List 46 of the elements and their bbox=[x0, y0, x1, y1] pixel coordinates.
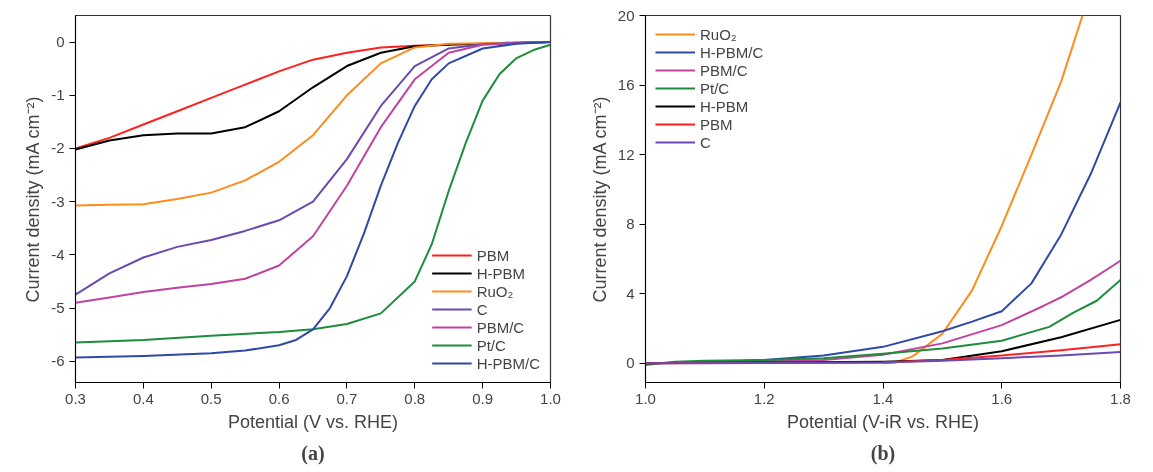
x-axis-title: Potential (V vs. RHE) bbox=[227, 411, 399, 432]
x-tick-label: 1.0 bbox=[540, 389, 561, 407]
x-tick-label: 1.6 bbox=[991, 389, 1013, 407]
x-tick-label: 0.3 bbox=[65, 389, 86, 407]
y-tick-label: -4 bbox=[51, 245, 65, 263]
x-tick-label: 1.8 bbox=[1110, 389, 1131, 407]
x-tick-label: 1.2 bbox=[753, 389, 775, 407]
x-tick-label: 1.4 bbox=[872, 389, 894, 407]
legend-label: PBM/C bbox=[700, 61, 748, 79]
x-axis-title: Potential (V-iR vs. RHE) bbox=[786, 411, 980, 432]
y-tick-label: -3 bbox=[51, 192, 65, 210]
x-tick-label: 0.6 bbox=[268, 389, 290, 407]
y-axis-title: Current density (mA cm⁻²) bbox=[23, 96, 44, 303]
legend-label: Pt/C bbox=[476, 336, 506, 354]
y-tick-label: 0 bbox=[56, 33, 65, 51]
legend-label: RuO₂ bbox=[476, 282, 514, 300]
y-tick-label: 8 bbox=[626, 215, 635, 233]
legend-label: PBM/C bbox=[476, 318, 525, 336]
legend-label: PBM bbox=[476, 246, 510, 264]
x-tick-label: 0.5 bbox=[200, 389, 222, 407]
x-tick-label: 0.8 bbox=[404, 389, 426, 407]
legend-label: C bbox=[476, 300, 489, 318]
text: (b) bbox=[870, 441, 896, 465]
x-tick-label: 0.7 bbox=[336, 389, 358, 407]
text: (a) bbox=[301, 441, 325, 465]
x-tick-label: 0.4 bbox=[132, 389, 154, 407]
y-tick-label: 4 bbox=[626, 284, 635, 302]
y-tick-label: -1 bbox=[51, 86, 65, 104]
legend-label: Pt/C bbox=[700, 79, 730, 97]
legend-label: H-PBM bbox=[476, 264, 525, 282]
legend-label: C bbox=[700, 133, 712, 151]
legend-label: H-PBM bbox=[700, 97, 749, 115]
y-tick-label: -6 bbox=[51, 352, 65, 370]
y-tick-label: 0 bbox=[626, 354, 635, 372]
x-tick-label: 0.9 bbox=[472, 389, 494, 407]
y-tick-label: 12 bbox=[617, 145, 635, 163]
x-tick-label: 1.0 bbox=[635, 389, 656, 407]
legend-label: PBM bbox=[700, 115, 733, 133]
y-tick-label: -2 bbox=[51, 139, 65, 157]
y-axis-title: Current density (mA cm⁻²) bbox=[589, 96, 610, 303]
y-tick-label: -5 bbox=[51, 299, 65, 317]
y-tick-label: 16 bbox=[617, 76, 635, 94]
y-tick-label: 20 bbox=[617, 6, 635, 24]
legend-label: H-PBM/C bbox=[476, 354, 540, 372]
legend-label: H-PBM/C bbox=[700, 43, 764, 61]
legend-label: RuO₂ bbox=[700, 25, 737, 43]
